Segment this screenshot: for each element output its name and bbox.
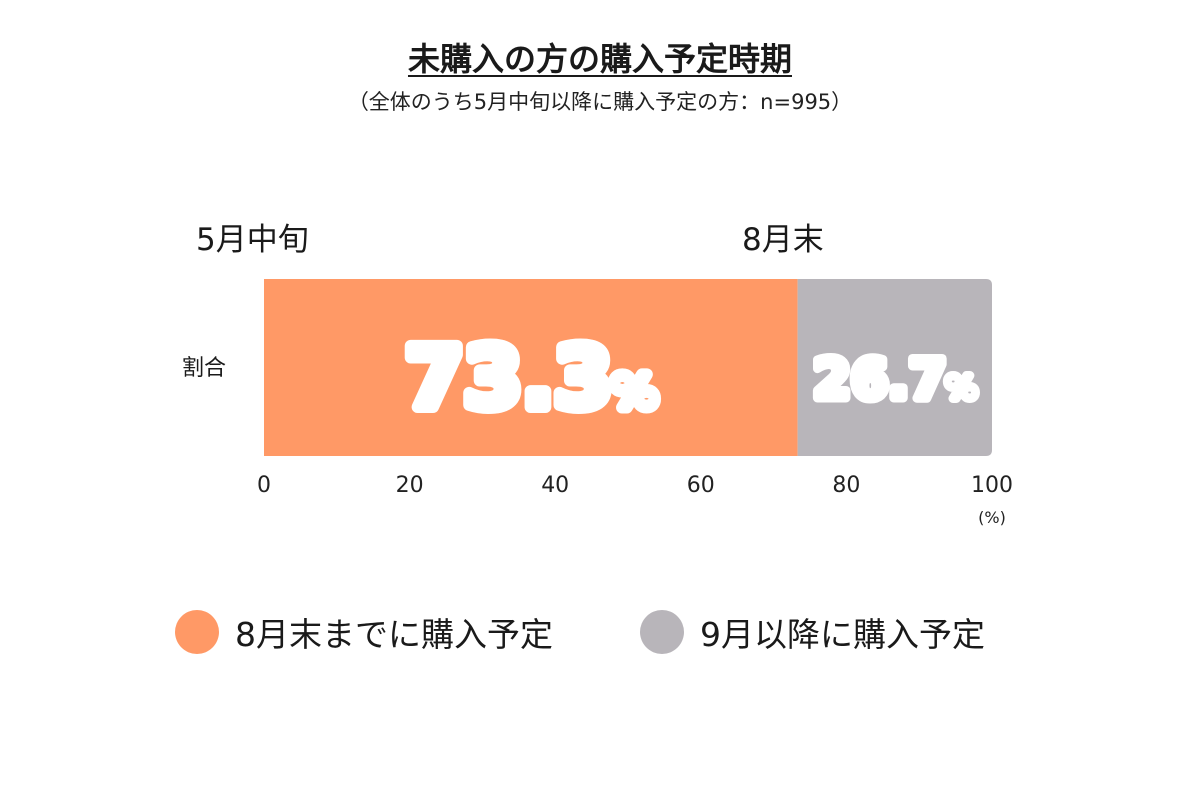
- legend-item-by-end-august: 8月末までに購入予定: [175, 606, 553, 658]
- bar-value-label-0: 73.3%: [405, 329, 656, 427]
- bar-value-label-1: 26.7%: [813, 348, 976, 411]
- x-tick-label: 60: [687, 473, 715, 498]
- legend-label: 9月以降に購入予定: [700, 615, 985, 654]
- annotation-start: 5月中旬: [196, 222, 309, 258]
- category-label: 割合: [182, 356, 227, 381]
- x-tick-label: 40: [541, 473, 569, 498]
- legend-swatch-gray: [640, 610, 684, 654]
- legend-swatch-orange: [175, 610, 219, 654]
- chart-title: 未購入の方の購入予定時期: [407, 40, 792, 78]
- bar-segment-1: [797, 279, 992, 456]
- x-unit-label: (%): [978, 508, 1006, 527]
- annotation-end: 8月末: [742, 222, 824, 258]
- x-tick-label: 100: [971, 473, 1013, 498]
- legend-item-september-onward: 9月以降に購入予定: [640, 606, 985, 658]
- legend-label: 8月末までに購入予定: [235, 615, 553, 654]
- x-tick-label: 20: [396, 473, 424, 498]
- x-tick-label: 0: [257, 473, 271, 498]
- chart-subtitle: （全体のうち5月中旬以降に購入予定の方：n=995）: [347, 90, 853, 114]
- x-tick-label: 80: [832, 473, 860, 498]
- bar-segment-0: [264, 279, 798, 456]
